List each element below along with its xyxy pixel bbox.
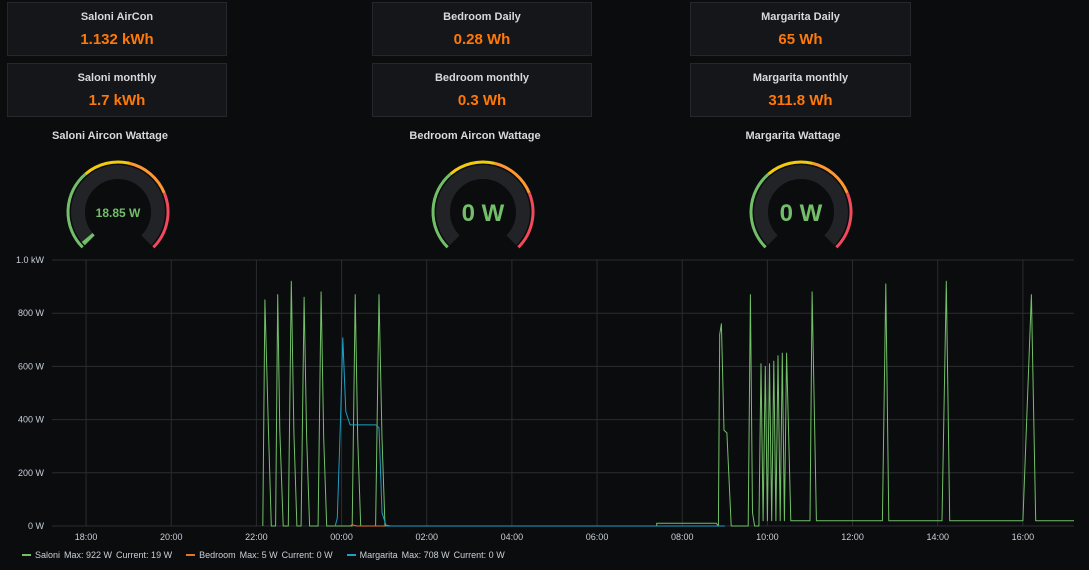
y-tick-label: 600 W [18,361,45,371]
gauge-threshold-band [152,192,170,249]
series-line-margarita[interactable] [334,337,725,527]
stat-value: 0.3 Wh [457,92,507,109]
gauge-saloni[interactable]: 18.85 W [58,152,178,252]
legend-swatch [22,554,31,556]
stat-panel-margarita-monthly[interactable]: Margarita monthly 311.8 Wh [690,63,911,117]
gauge-threshold-band [449,160,496,176]
gauge-threshold-band [517,192,535,249]
stat-panel-saloni-monthly[interactable]: Saloni monthly 1.7 kWh [7,63,227,117]
legend-swatch [346,554,356,556]
legend-max: Max: 922 W [64,550,113,560]
x-tick-label: 00:00 [330,532,353,542]
x-tick-label: 16:00 [1012,532,1035,542]
legend-swatch [186,554,196,556]
y-tick-label: 200 W [18,468,45,478]
gauge-title-saloni: Saloni Aircon Wattage [52,130,168,142]
gauge-bedroom[interactable]: 0 W [423,152,543,252]
stat-panel-margarita-daily[interactable]: Margarita Daily 65 Wh [690,2,911,56]
stat-value: 1.132 kWh [80,31,154,48]
stat-title: Saloni AirCon [80,11,154,23]
stat-panel-bedroom-monthly[interactable]: Bedroom monthly 0.3 Wh [372,63,592,117]
gauge-value: 0 W [461,200,505,227]
gauge-track [754,165,848,246]
gauge-threshold-band [129,161,166,194]
stat-panel-bedroom-daily[interactable]: Bedroom Daily 0.28 Wh [372,2,592,56]
gauge-value-arc [81,232,95,246]
legend-item-saloni[interactable]: Saloni Max: 922 W Current: 19 W [22,550,172,560]
gauge-threshold-band [835,192,853,249]
gauge-dial [66,160,170,249]
gauge-dial [431,160,535,249]
x-tick-label: 10:00 [756,532,779,542]
legend-current: Current: 0 W [453,550,505,560]
power-time-series-chart[interactable]: 0 W 200 W 400 W 600 W 800 W 1.0 kW 18:00 20:00 2… [0,248,1089,548]
gauge-title-bedroom: Bedroom Aircon Wattage [409,130,541,142]
x-tick-label: 18:00 [75,532,98,542]
stat-title: Bedroom Daily [443,11,521,23]
gauge-margarita[interactable]: 0 W [741,152,861,252]
y-tick-label: 1.0 kW [16,255,45,265]
series-line-bedroom[interactable] [349,524,391,527]
gauge-threshold-band [494,161,531,194]
legend-current: Current: 0 W [281,550,333,560]
stat-value: 0.28 Wh [453,31,511,48]
gauge-threshold-band [66,172,87,249]
stat-value: 311.8 Wh [768,92,833,109]
x-tick-label: 14:00 [926,532,949,542]
stat-title: Margarita monthly [752,72,849,84]
x-tick-label: 22:00 [245,532,268,542]
gauge-threshold-band [749,172,770,249]
legend-item-margarita[interactable]: Margarita Max: 708 W Current: 0 W [346,550,505,560]
stat-value: 1.7 kWh [88,92,146,109]
legend-series-name: Saloni [35,550,61,560]
x-tick-label: 06:00 [586,532,609,542]
gauge-threshold-band [431,172,452,249]
series-line-saloni[interactable] [262,280,1074,527]
legend-series-name: Margarita [359,550,398,560]
legend-item-bedroom[interactable]: Bedroom Max: 5 W Current: 0 W [186,550,333,560]
stat-title: Margarita Daily [761,11,840,23]
stat-title: Saloni monthly [77,72,157,84]
x-tick-label: 04:00 [501,532,524,542]
gauge-value: 18.85 W [95,206,141,220]
x-tick-label: 08:00 [671,532,694,542]
y-tick-label: 800 W [18,308,45,318]
y-tick-label: 400 W [18,415,45,425]
legend-current: Current: 19 W [116,550,173,560]
legend-max: Max: 708 W [401,550,450,560]
chart-legend: Saloni Max: 922 W Current: 19 W Bedroom … [22,550,505,560]
x-tick-label: 20:00 [160,532,183,542]
gauge-track [436,165,530,246]
stat-panel-saloni-aircon[interactable]: Saloni AirCon 1.132 kWh [7,2,227,56]
stat-value: 65 Wh [778,31,823,48]
x-tick-label: 02:00 [415,532,438,542]
gauge-title-margarita: Margarita Wattage [745,130,841,142]
stat-title: Bedroom monthly [434,72,530,84]
gauge-dial [749,160,853,249]
gauge-threshold-band [812,161,849,194]
legend-series-name: Bedroom [199,550,236,560]
y-tick-label: 0 W [28,521,45,531]
gauge-track [71,165,165,246]
gauge-threshold-band [767,160,814,176]
legend-max: Max: 5 W [239,550,278,560]
x-tick-label: 12:00 [841,532,864,542]
gauge-threshold-band [84,160,131,176]
gauge-value: 0 W [779,200,823,227]
